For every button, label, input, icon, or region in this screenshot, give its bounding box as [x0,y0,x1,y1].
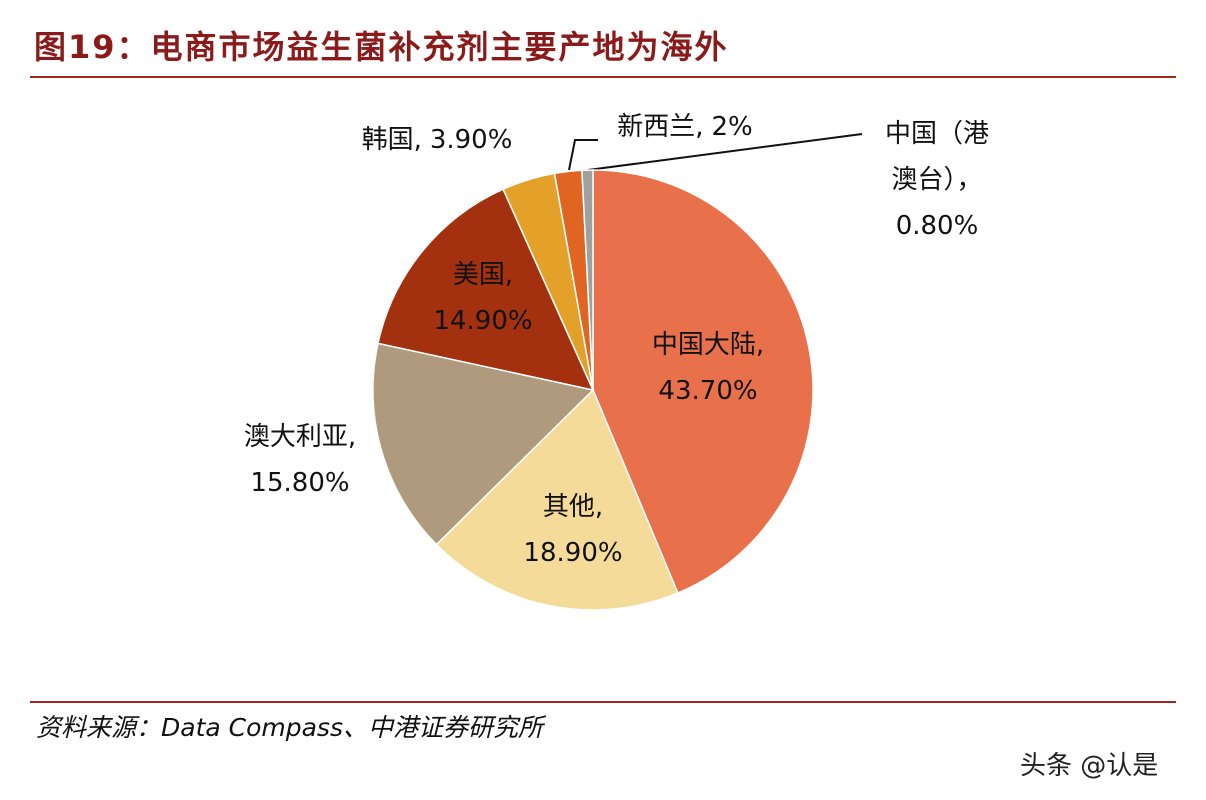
data-label: 中国大陆, 43.70% [608,322,808,414]
pie [372,169,814,611]
value-label: 3.90% [429,125,513,155]
pie-slice [435,388,679,611]
data-label: 其他, 18.90% [493,484,653,576]
category-label: 新西兰, [617,112,704,142]
leader-line [568,139,598,171]
source-note: 资料来源：Data Compass、中港证券研究所 [36,713,543,742]
pie-slice [581,169,594,391]
value-label: 18.90% [523,538,623,568]
value-label: 2% [711,112,753,142]
category-label: 中国（港澳台）， [884,119,989,195]
category-label: 澳大利亚, [243,422,357,452]
value-label: 14.90% [433,306,533,336]
value-label: 43.70% [658,376,758,406]
leader-line [587,133,863,171]
category-label: 其他, [542,492,604,522]
pie-slice [372,342,595,546]
pie-slice [377,188,595,392]
watermark: 头条 @认是 [1020,751,1159,781]
category-label: 韩国, [361,125,422,155]
data-label: 中国（港澳台）， 0.80% [877,111,997,249]
value-label: 0.80% [895,211,979,241]
data-label: 美国, 14.90% [403,252,563,344]
category-label: 中国大陆, [651,330,765,360]
data-label: 新西兰, 2% [565,104,805,150]
category-label: 美国, [452,260,514,290]
chart-title: 图19：电商市场益生菌补充剂主要产地为海外 [34,28,729,66]
pie-slice [592,169,814,594]
data-label: 澳大利亚, 15.80% [200,414,400,506]
value-label: 15.80% [250,468,350,498]
data-label: 韩国, 3.90% [307,117,567,163]
